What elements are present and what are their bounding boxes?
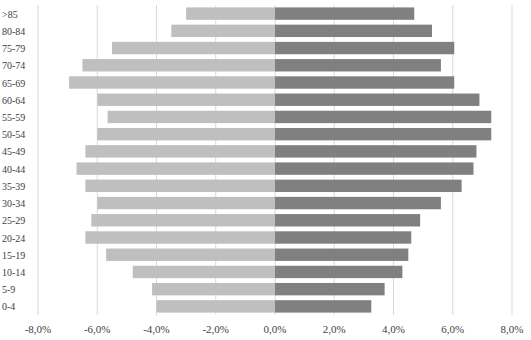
bar [171, 25, 275, 37]
bar [275, 25, 432, 37]
category-label: 35-39 [2, 181, 25, 192]
bar [275, 300, 371, 312]
category-label: 65-69 [2, 78, 25, 89]
x-tick-label: -4,0% [143, 323, 170, 335]
category-label: 60-64 [2, 95, 25, 106]
grid [38, 5, 512, 315]
category-label: 40-44 [2, 164, 25, 175]
category-label: 70-74 [2, 60, 25, 71]
x-tick-label: -8,0% [25, 323, 52, 335]
bar [152, 283, 275, 295]
category-label: 55-59 [2, 112, 25, 123]
bar [85, 180, 275, 192]
bar [275, 111, 491, 123]
category-label: >85 [2, 9, 18, 20]
bar [69, 76, 275, 88]
bar [275, 94, 479, 106]
category-label: 20-24 [2, 233, 25, 244]
category-label: 80-84 [2, 26, 25, 37]
bar [275, 162, 473, 174]
bar [275, 231, 411, 243]
bar [275, 266, 402, 278]
category-label: 10-14 [2, 267, 25, 278]
x-tick-label: -6,0% [84, 323, 111, 335]
bar [275, 283, 385, 295]
chart-container: -8,0% -6,0% -4,0% -2,0% 0,0% 2,0% 4,0% 6,0% 8,0%… [0, 0, 531, 340]
bar [275, 214, 420, 226]
bar [275, 128, 491, 140]
x-tick-label: 0,0% [264, 323, 287, 335]
category-label: 75-79 [2, 43, 25, 54]
bar [275, 76, 454, 88]
chart: -8,0% -6,0% -4,0% -2,0% 0,0% 2,0% 4,0% 6,0% 8,0%… [0, 0, 531, 340]
category-label: 45-49 [2, 146, 25, 157]
category-label: 30-34 [2, 198, 25, 209]
x-tick-label: -2,0% [202, 323, 229, 335]
x-tick-label: 8,0% [501, 323, 524, 335]
category-label: 15-19 [2, 250, 25, 261]
bar [97, 197, 275, 209]
bars [69, 7, 491, 312]
x-tick-label: 6,0% [441, 323, 464, 335]
bar [186, 7, 275, 19]
bar [133, 266, 275, 278]
bar [275, 42, 454, 54]
category-label: 0-4 [2, 301, 15, 312]
bar [275, 59, 441, 71]
x-tick-label: 4,0% [382, 323, 405, 335]
bar [106, 249, 275, 261]
bar [275, 180, 462, 192]
bar [91, 214, 275, 226]
grid-line [38, 5, 39, 315]
bar [97, 128, 275, 140]
x-tick-label: 2,0% [323, 323, 346, 335]
bar [77, 162, 275, 174]
grid-line [97, 5, 98, 315]
bar [108, 111, 275, 123]
grid-line [512, 5, 513, 315]
bar [82, 59, 275, 71]
bar [275, 145, 476, 157]
category-label: 25-29 [2, 215, 25, 226]
bar [85, 231, 275, 243]
bar [157, 300, 276, 312]
category-label: 5-9 [2, 284, 15, 295]
bar [112, 42, 275, 54]
bar [275, 249, 408, 261]
bar [97, 94, 275, 106]
bar [275, 197, 441, 209]
bar [85, 145, 275, 157]
bar [275, 7, 414, 19]
category-label: 50-54 [2, 129, 25, 140]
